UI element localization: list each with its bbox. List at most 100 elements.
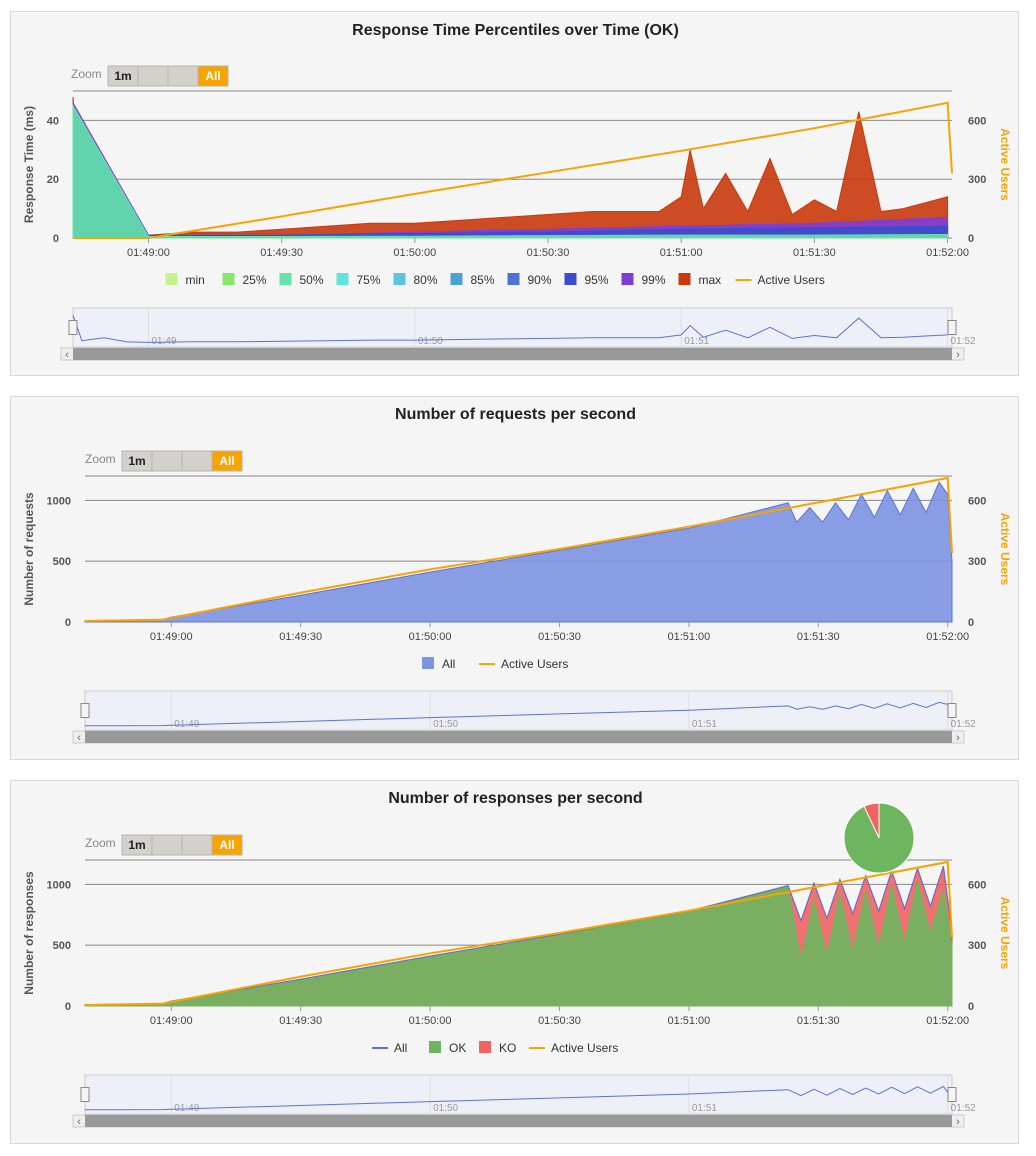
x-tick-label: 01:52:00 bbox=[926, 247, 969, 259]
zoom-button-blank2[interactable] bbox=[167, 65, 199, 87]
zoom-button-label: 1m bbox=[114, 69, 131, 83]
legend-label: 99% bbox=[642, 273, 666, 287]
x-tick-label: 01:49:30 bbox=[260, 247, 303, 259]
navigator-tick-label: 01:50 bbox=[433, 1103, 458, 1114]
chart-title: Number of requests per second bbox=[395, 406, 636, 423]
navigator-handle-left[interactable] bbox=[68, 320, 78, 335]
legend-swatch[interactable] bbox=[429, 1041, 441, 1053]
legend-swatch[interactable] bbox=[564, 273, 577, 285]
legend-label: 25% bbox=[243, 273, 267, 287]
zoom-button-blank1[interactable] bbox=[137, 65, 169, 87]
x-tick-label: 01:50:00 bbox=[393, 247, 436, 259]
legend-label: 50% bbox=[300, 273, 324, 287]
y2-tick-label: 0 bbox=[968, 233, 974, 245]
navigator-line bbox=[84, 1085, 953, 1111]
navigator-line bbox=[84, 701, 953, 727]
y-tick-label: 500 bbox=[53, 940, 71, 952]
navigator-handle-left[interactable] bbox=[80, 703, 90, 718]
y2-tick-label: 600 bbox=[968, 115, 986, 127]
navigator[interactable] bbox=[72, 307, 953, 348]
zoom-button-blank1[interactable] bbox=[151, 450, 183, 472]
y2-tick-label: 0 bbox=[968, 1001, 974, 1013]
legend-label: Active Users bbox=[501, 657, 568, 671]
navigator-handle-right[interactable] bbox=[947, 320, 957, 335]
responses-panel: Number of responses per second Zoom 1m All 0… bbox=[10, 780, 1019, 1144]
scrollbar-thumb[interactable] bbox=[73, 348, 952, 360]
series-area-99pct bbox=[72, 100, 949, 239]
navigator-tick-label: 01:51 bbox=[684, 336, 709, 347]
legend-swatch[interactable] bbox=[422, 657, 434, 669]
legend-swatch[interactable] bbox=[393, 273, 406, 285]
scrollbar-left-arrow: ‹ bbox=[77, 1116, 81, 1128]
series-line-active-users bbox=[84, 476, 953, 622]
zoom-button-blank2[interactable] bbox=[181, 834, 213, 856]
series-area-All bbox=[84, 481, 953, 623]
scrollbar-thumb[interactable] bbox=[85, 731, 952, 743]
zoom-button-All[interactable] bbox=[197, 65, 229, 87]
chart-svg: Response Time Percentiles over Time (OK)… bbox=[22, 22, 1012, 361]
y-tick-label: 40 bbox=[47, 115, 59, 127]
zoom-label: Zoom bbox=[71, 67, 102, 81]
y2-tick-label: 300 bbox=[968, 556, 986, 568]
y2-axis-title: Active Users bbox=[998, 128, 1012, 201]
series-area-max bbox=[72, 96, 949, 239]
x-tick-label: 01:50:30 bbox=[527, 247, 570, 259]
x-tick-label: 01:51:00 bbox=[667, 631, 710, 643]
series-line-active-users bbox=[73, 101, 953, 239]
navigator-handle-left[interactable] bbox=[80, 1087, 90, 1102]
x-tick-label: 01:50:30 bbox=[538, 631, 581, 643]
navigator-handle-right[interactable] bbox=[947, 1087, 957, 1102]
legend-swatch[interactable] bbox=[450, 273, 463, 285]
zoom-button-All[interactable] bbox=[211, 834, 243, 856]
response-time-panel: Response Time Percentiles over Time (OK)… bbox=[10, 11, 1019, 376]
y-tick-label: 500 bbox=[53, 556, 71, 568]
scrollbar-thumb[interactable] bbox=[85, 1115, 952, 1127]
x-tick-label: 01:51:30 bbox=[797, 1015, 840, 1027]
legend-swatch[interactable] bbox=[479, 1041, 491, 1053]
legend-swatch[interactable] bbox=[222, 273, 235, 285]
legend-label: Active Users bbox=[551, 1041, 618, 1055]
legend-label: max bbox=[699, 273, 722, 287]
navigator-tick-label: 01:50 bbox=[433, 719, 458, 730]
legend-swatch[interactable] bbox=[621, 273, 634, 285]
legend-label: OK bbox=[449, 1041, 466, 1055]
x-tick-label: 01:49:00 bbox=[150, 1015, 193, 1027]
legend-swatch[interactable] bbox=[165, 273, 178, 285]
zoom-button-blank2[interactable] bbox=[181, 450, 213, 472]
y-axis-title: Response Time (ms) bbox=[22, 106, 36, 223]
requests-panel: Number of requests per second Zoom 1m All 0 5… bbox=[10, 396, 1019, 760]
y2-axis-title: Active Users bbox=[998, 513, 1012, 586]
y2-tick-label: 300 bbox=[968, 174, 986, 186]
zoom-button-All[interactable] bbox=[211, 450, 243, 472]
navigator-tick-label: 01:52 bbox=[951, 719, 976, 730]
y-tick-label: 1000 bbox=[47, 495, 71, 507]
legend-swatch[interactable] bbox=[507, 273, 520, 285]
x-tick-label: 01:49:00 bbox=[127, 247, 170, 259]
y-tick-label: 0 bbox=[65, 1001, 71, 1013]
navigator-tick-label: 01:52 bbox=[951, 336, 976, 347]
legend-label: 75% bbox=[357, 273, 381, 287]
zoom-button-blank1[interactable] bbox=[151, 834, 183, 856]
zoom-label: Zoom bbox=[85, 452, 116, 466]
chart-title: Number of responses per second bbox=[388, 790, 642, 807]
y2-tick-label: 600 bbox=[968, 879, 986, 891]
x-tick-label: 01:51:30 bbox=[793, 247, 836, 259]
scrollbar-right-arrow: › bbox=[956, 732, 960, 744]
legend-swatch[interactable] bbox=[279, 273, 292, 285]
navigator-tick-label: 01:52 bbox=[951, 1103, 976, 1114]
zoom-button-label: All bbox=[205, 69, 220, 83]
chart-svg: Number of requests per second Zoom 1m All 0 5… bbox=[22, 406, 1012, 744]
zoom-button-label: All bbox=[219, 838, 234, 852]
legend-swatch[interactable] bbox=[678, 273, 691, 285]
navigator-tick-label: 01:49 bbox=[151, 336, 176, 347]
x-tick-label: 01:49:30 bbox=[279, 1015, 322, 1027]
navigator-handle-right[interactable] bbox=[947, 703, 957, 718]
y-tick-label: 20 bbox=[47, 174, 59, 186]
scrollbar-right-arrow: › bbox=[956, 349, 960, 361]
legend-swatch[interactable] bbox=[336, 273, 349, 285]
legend-label: 80% bbox=[414, 273, 438, 287]
chart-svg: Number of responses per second Zoom 1m All 0… bbox=[22, 790, 1012, 1128]
zoom-button-label: 1m bbox=[128, 838, 145, 852]
legend-label: 90% bbox=[528, 273, 552, 287]
x-tick-label: 01:50:30 bbox=[538, 1015, 581, 1027]
